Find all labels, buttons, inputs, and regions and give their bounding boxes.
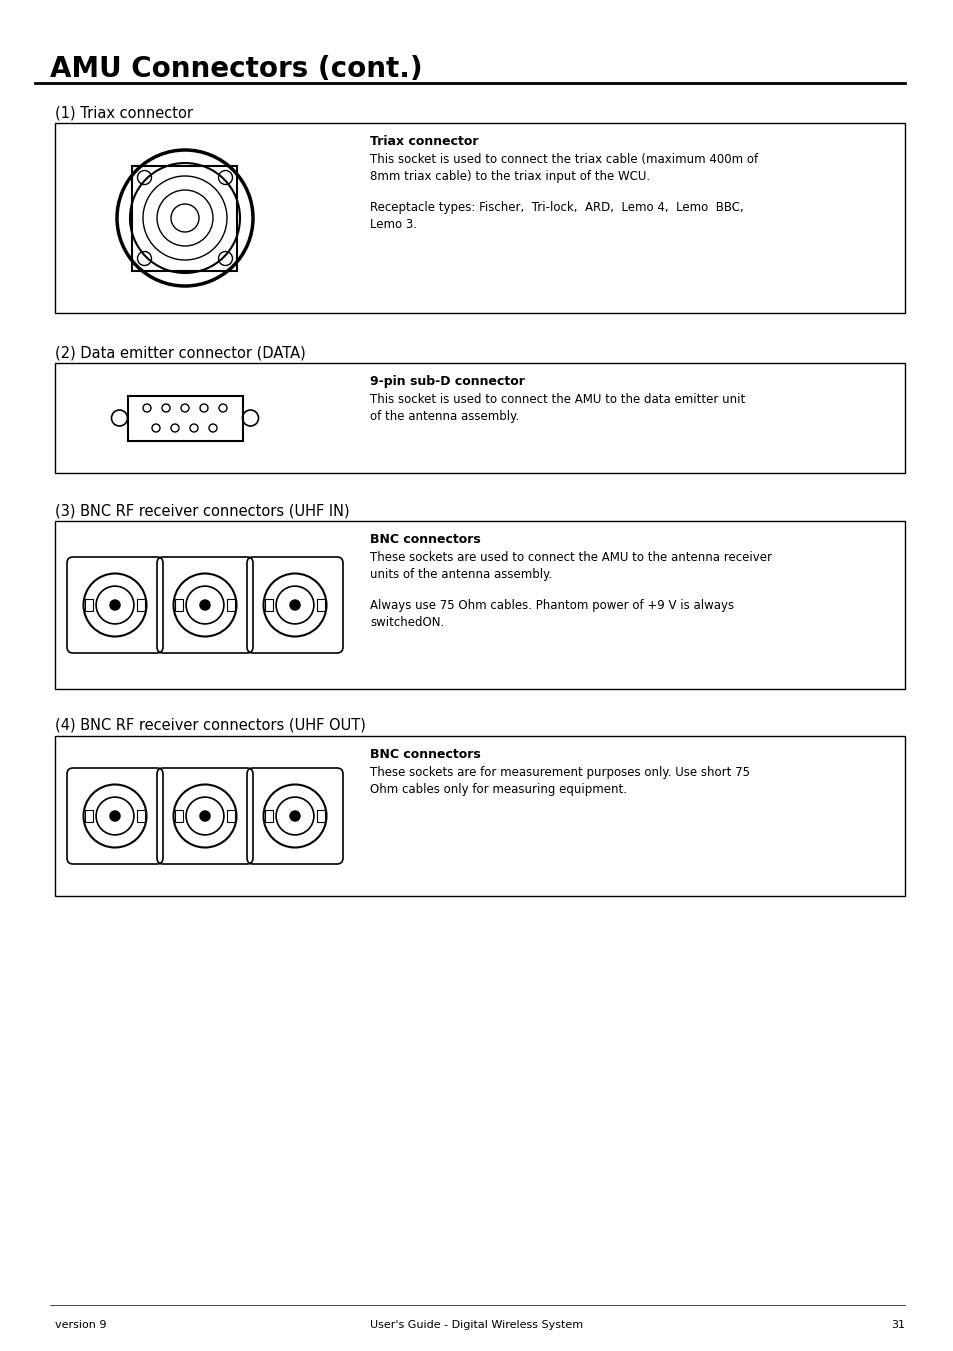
Text: These sockets are for measurement purposes only. Use short 75
Ohm cables only fo: These sockets are for measurement purpos… <box>370 766 749 796</box>
Text: Triax connector: Triax connector <box>370 135 478 149</box>
Text: This socket is used to connect the triax cable (maximum 400m of
8mm triax cable): This socket is used to connect the triax… <box>370 153 758 182</box>
Bar <box>265 598 273 611</box>
Bar <box>316 809 325 823</box>
Circle shape <box>110 600 120 611</box>
Bar <box>316 598 325 611</box>
Bar <box>85 809 93 823</box>
Circle shape <box>200 811 210 821</box>
Text: This socket is used to connect the AMU to the data emitter unit
of the antenna a: This socket is used to connect the AMU t… <box>370 393 744 423</box>
Text: User's Guide - Digital Wireless System: User's Guide - Digital Wireless System <box>370 1320 583 1329</box>
Bar <box>136 598 145 611</box>
Text: (3) BNC RF receiver connectors (UHF IN): (3) BNC RF receiver connectors (UHF IN) <box>55 503 349 517</box>
Circle shape <box>290 811 300 821</box>
Bar <box>85 598 93 611</box>
Bar <box>55 123 904 313</box>
Bar <box>136 809 145 823</box>
Bar <box>132 166 237 270</box>
Circle shape <box>200 600 210 611</box>
Text: (2) Data emitter connector (DATA): (2) Data emitter connector (DATA) <box>55 345 305 359</box>
Bar <box>55 736 904 896</box>
Bar <box>174 809 183 823</box>
Text: version 9: version 9 <box>55 1320 107 1329</box>
Text: (1) Triax connector: (1) Triax connector <box>55 105 193 120</box>
Bar <box>55 521 904 689</box>
Text: AMU Connectors (cont.): AMU Connectors (cont.) <box>50 55 422 82</box>
Text: 31: 31 <box>890 1320 904 1329</box>
Text: BNC connectors: BNC connectors <box>370 534 480 546</box>
Bar <box>227 809 235 823</box>
Circle shape <box>290 600 300 611</box>
Text: These sockets are used to connect the AMU to the antenna receiver
units of the a: These sockets are used to connect the AM… <box>370 551 771 581</box>
Bar <box>174 598 183 611</box>
Bar <box>55 363 904 473</box>
Text: Receptacle types: Fischer,  Tri-lock,  ARD,  Lemo 4,  Lemo  BBC,
Lemo 3.: Receptacle types: Fischer, Tri-lock, ARD… <box>370 201 743 231</box>
Circle shape <box>110 811 120 821</box>
Text: BNC connectors: BNC connectors <box>370 748 480 761</box>
Text: Always use 75 Ohm cables. Phantom power of +9 V is always
switchedON.: Always use 75 Ohm cables. Phantom power … <box>370 598 734 630</box>
Bar <box>227 598 235 611</box>
Bar <box>265 809 273 823</box>
Bar <box>128 396 242 440</box>
Text: (4) BNC RF receiver connectors (UHF OUT): (4) BNC RF receiver connectors (UHF OUT) <box>55 717 366 734</box>
Text: 9-pin sub-D connector: 9-pin sub-D connector <box>370 376 524 388</box>
